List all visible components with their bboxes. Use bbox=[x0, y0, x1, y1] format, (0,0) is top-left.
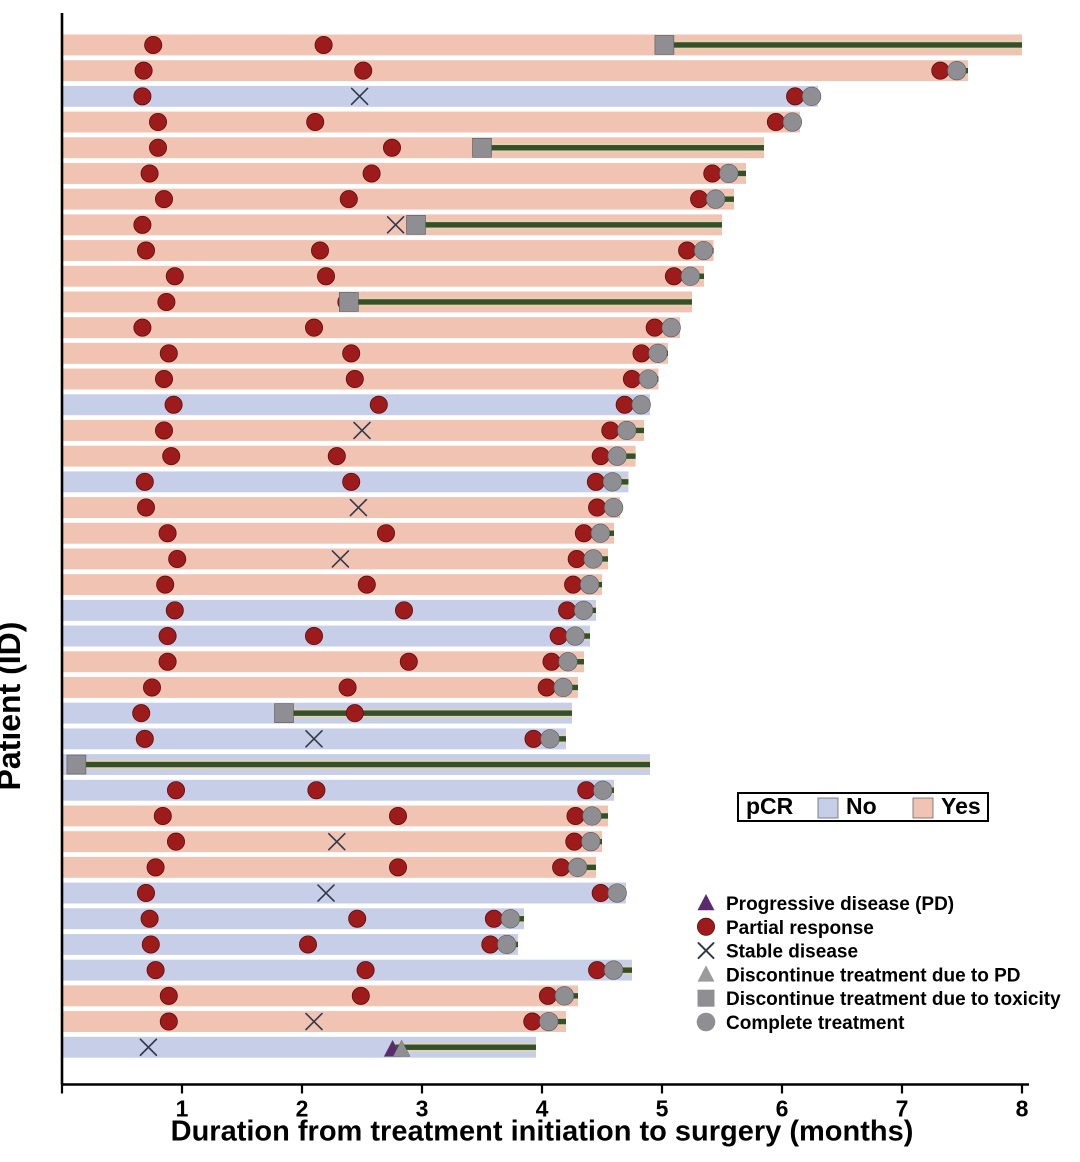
svg-text:pCR: pCR bbox=[746, 793, 794, 819]
svg-text:Duration from treatment initia: Duration from treatment initiation to su… bbox=[171, 1116, 914, 1148]
svg-text:Discontinue treatment due to P: Discontinue treatment due to PD bbox=[726, 965, 1021, 986]
svg-text:Progressive disease (PD): Progressive disease (PD) bbox=[726, 894, 954, 915]
svg-text:Partial response: Partial response bbox=[726, 918, 874, 939]
svg-text:8: 8 bbox=[1016, 1096, 1029, 1122]
svg-text:No: No bbox=[846, 793, 877, 819]
svg-text:Discontinue treatment due to t: Discontinue treatment due to toxicity bbox=[726, 989, 1061, 1010]
svg-text:Complete treatment: Complete treatment bbox=[726, 1013, 905, 1034]
svg-text:Yes: Yes bbox=[941, 793, 981, 819]
svg-text:Patient (ID): Patient (ID) bbox=[0, 622, 27, 791]
svg-text:Stable disease: Stable disease bbox=[726, 942, 858, 963]
